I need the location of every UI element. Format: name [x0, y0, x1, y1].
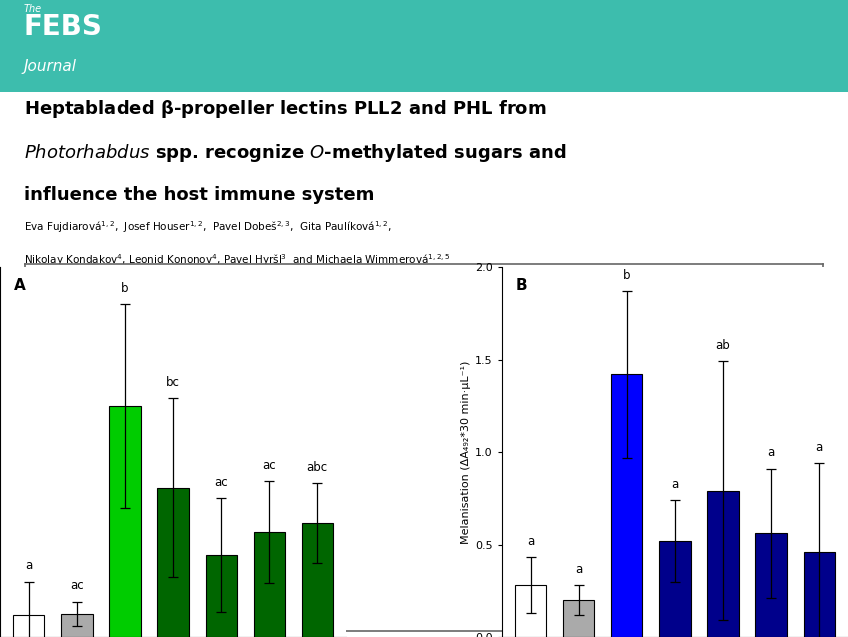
Text: Eva Fujdiarová$^{1,2}$,  Josef Houser$^{1,2}$,  Pavel Dobeš$^{2,3}$,  Gita Paulí: Eva Fujdiarová$^{1,2}$, Josef Houser$^{1…	[24, 220, 392, 236]
Text: ac: ac	[215, 476, 228, 489]
Text: ab: ab	[716, 340, 730, 352]
Text: a: a	[527, 535, 534, 548]
Text: b: b	[121, 282, 129, 295]
Bar	[0, 0, 848, 92]
Bar	[109, 406, 141, 637]
Text: a: a	[672, 478, 678, 491]
Text: a: a	[767, 447, 775, 459]
Text: Nikolay Kondakov$^{4}$, Leonid Kononov$^{4}$, Pavel Hyršl$^{3}$  and Michaela Wi: Nikolay Kondakov$^{4}$, Leonid Kononov$^…	[24, 252, 450, 268]
Bar	[707, 491, 739, 637]
Text: abc: abc	[307, 461, 328, 474]
Text: ac: ac	[70, 579, 84, 592]
Text: $\bf{\it{Photorhabdus}}$ spp. recognize $\bf{\it{O}}$-methylated sugars and: $\bf{\it{Photorhabdus}}$ spp. recognize …	[24, 142, 566, 164]
Bar	[302, 523, 333, 637]
Bar	[158, 487, 189, 637]
Text: ac: ac	[262, 459, 276, 472]
Text: a: a	[25, 559, 32, 572]
Bar	[659, 541, 690, 637]
Bar	[756, 533, 787, 637]
Text: Journal: Journal	[24, 59, 76, 75]
Text: The: The	[24, 4, 42, 13]
Text: bc: bc	[166, 376, 180, 389]
Bar	[14, 615, 44, 637]
Text: FEBS: FEBS	[24, 13, 103, 41]
Text: Heptabladed $\bf{\beta}$-propeller lectins PLL2 and PHL from: Heptabladed $\bf{\beta}$-propeller lecti…	[24, 98, 546, 120]
Text: a: a	[575, 563, 583, 576]
Bar	[205, 555, 237, 637]
Y-axis label: Melanisation (ΔA₄₉₂*30 min·μL⁻¹): Melanisation (ΔA₄₉₂*30 min·μL⁻¹)	[461, 361, 471, 544]
Text: A: A	[14, 278, 25, 293]
Bar	[61, 614, 92, 637]
Bar	[254, 533, 285, 637]
Text: a: a	[816, 441, 823, 454]
Bar	[563, 600, 594, 637]
Text: b: b	[623, 269, 631, 282]
Bar	[611, 375, 643, 637]
Text: influence the host immune system: influence the host immune system	[24, 185, 374, 204]
Bar	[515, 585, 546, 637]
Text: B: B	[516, 278, 527, 293]
Bar	[804, 552, 834, 637]
